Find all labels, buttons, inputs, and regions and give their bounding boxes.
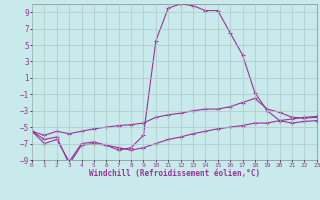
X-axis label: Windchill (Refroidissement éolien,°C): Windchill (Refroidissement éolien,°C) [89,169,260,178]
